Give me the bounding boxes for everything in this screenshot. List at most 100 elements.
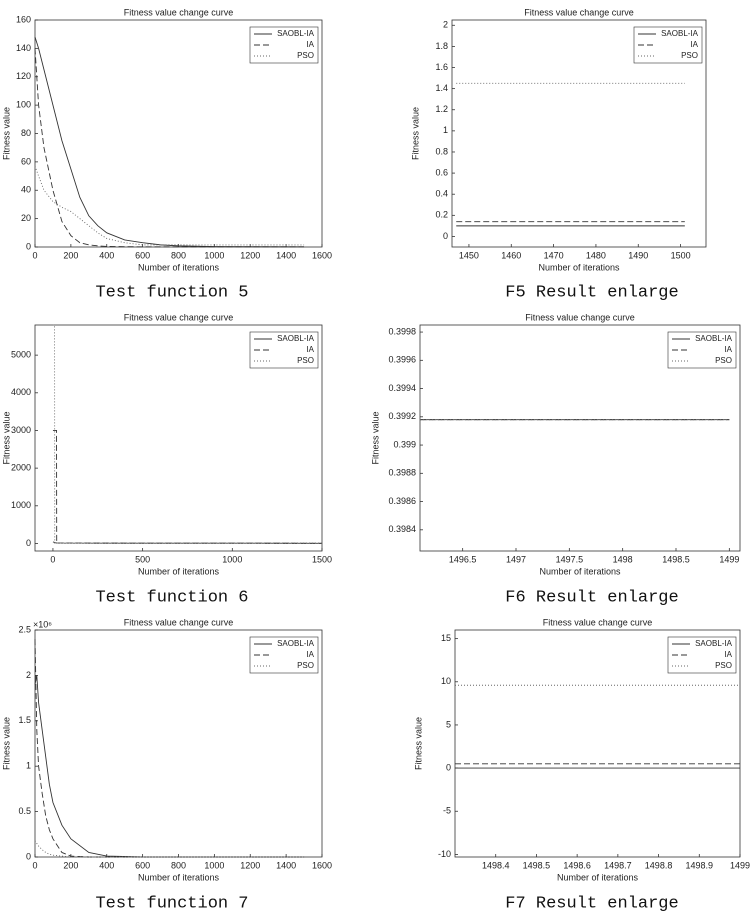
- y-tick-label: 0.8: [435, 146, 448, 156]
- x-tick-label: 1000: [204, 250, 224, 260]
- x-tick-label: 1498.6: [563, 860, 591, 870]
- y-tick-label: 5: [446, 719, 451, 729]
- x-tick-label: 1499: [719, 554, 739, 564]
- legend-box: [633, 26, 703, 64]
- x-tick-label: 1400: [276, 250, 296, 260]
- caption: F5 Result enlarge: [505, 283, 678, 302]
- series-line: [52, 430, 323, 544]
- x-tick-label: 1200: [240, 860, 260, 870]
- x-tick-label: 1000: [204, 860, 224, 870]
- caption: Test function 5: [95, 283, 248, 302]
- legend-label: IA: [306, 40, 314, 49]
- chart-panel: 1496.5 1497 1497.5 1498 1498.5 1499 0.3984 0.39…: [370, 312, 741, 607]
- y-tick-label: 0: [26, 241, 31, 251]
- legend-label: IA: [306, 345, 314, 354]
- x-axis-label: Number of iterations: [138, 262, 220, 272]
- x-tick-label: 1498.4: [482, 860, 510, 870]
- y-tick-label: 140: [16, 43, 31, 53]
- y-tick-label: 2: [26, 670, 31, 680]
- legend-label: IA: [690, 40, 698, 49]
- chart-title: Fitness value change curve: [525, 312, 635, 322]
- y-tick-label: 1.8: [435, 41, 448, 51]
- y-tick-label: 0.3986: [388, 496, 416, 506]
- legend-label: SAOBL-IA: [695, 334, 733, 343]
- x-tick-label: 1496.5: [449, 554, 477, 564]
- chart-title: Fitness value change curve: [524, 7, 634, 17]
- y-tick-label: 40: [21, 185, 31, 195]
- y-tick-label: 0.3994: [388, 383, 416, 393]
- y-tick-label: 0: [26, 538, 31, 548]
- x-tick-label: 500: [135, 554, 150, 564]
- y-tick-label: 120: [16, 71, 31, 81]
- y-tick-label: 1.5: [18, 715, 31, 725]
- x-tick-label: 1499: [730, 860, 750, 870]
- x-axis-label: Number of iterations: [539, 566, 621, 576]
- x-tick-label: 1600: [312, 250, 332, 260]
- y-tick-label: 0: [446, 762, 451, 772]
- x-tick-label: 1400: [276, 860, 296, 870]
- legend-label: PSO: [681, 51, 698, 60]
- y-tick-label: 2: [443, 20, 448, 30]
- x-tick-label: 0: [32, 250, 37, 260]
- y-tick-label: 0.6: [435, 167, 448, 177]
- y-tick-label: 1: [443, 125, 448, 135]
- chart-panel: 1498.4 1498.5 1498.6 1498.7 1498.8 1498.9 1499…: [413, 617, 750, 911]
- x-tick-label: 800: [171, 250, 186, 260]
- x-tick-label: 200: [63, 250, 78, 260]
- chart-title: Fitness value change curve: [124, 7, 234, 17]
- x-axis-label: Number of iterations: [138, 872, 220, 882]
- legend-box: [249, 636, 319, 674]
- x-axis-label: Number of iterations: [538, 262, 620, 272]
- y-tick-label: -5: [443, 806, 451, 816]
- caption: Test function 7: [95, 894, 248, 911]
- legend-label: SAOBL-IA: [277, 639, 315, 648]
- x-tick-label: 0: [32, 860, 37, 870]
- y-tick-label: 1: [26, 761, 31, 771]
- legend-label: SAOBL-IA: [277, 29, 315, 38]
- legend-label: SAOBL-IA: [277, 334, 315, 343]
- x-tick-label: 1600: [312, 860, 332, 870]
- y-tick-label: 1000: [11, 500, 31, 510]
- y-axis-label: Fitness value: [1, 411, 11, 464]
- y-tick-label: 0.3984: [388, 524, 416, 534]
- y-tick-label: 1.4: [435, 83, 448, 93]
- legend-box: [667, 331, 737, 369]
- y-tick-label: 20: [21, 213, 31, 223]
- legend-label: IA: [724, 345, 732, 354]
- legend-label: IA: [306, 650, 314, 659]
- y-tick-label: 0.3998: [388, 326, 416, 336]
- x-tick-label: 1498.7: [604, 860, 632, 870]
- legend-label: SAOBL-IA: [661, 29, 699, 38]
- caption: Test function 6: [95, 588, 248, 607]
- chart-panel: 1450 1460 1470 1480 1490 1500 0 0.2 0.4 0.6 0.8 1 1.…: [410, 7, 707, 302]
- x-tick-label: 1500: [671, 250, 691, 260]
- y-tick-label: 0.4: [435, 189, 448, 199]
- legend-label: PSO: [297, 356, 314, 365]
- series-line: [34, 36, 305, 248]
- x-tick-label: 1498: [613, 554, 633, 564]
- x-tick-label: 1460: [501, 250, 521, 260]
- y-tick-label: 160: [16, 14, 31, 24]
- series-line: [52, 541, 323, 544]
- y-tick-label: 0: [26, 851, 31, 861]
- x-axis-label: Number of iterations: [557, 872, 639, 882]
- y-tick-label: 80: [21, 128, 31, 138]
- legend-label: IA: [724, 650, 732, 659]
- y-tick-label: 0.3996: [388, 355, 416, 365]
- y-tick-label: 0.3992: [388, 411, 416, 421]
- caption: F6 Result enlarge: [505, 588, 678, 607]
- caption: F7 Result enlarge: [505, 894, 678, 911]
- legend-label: PSO: [715, 661, 732, 670]
- x-tick-label: 1470: [544, 250, 564, 260]
- x-tick-label: 1497.5: [556, 554, 584, 564]
- chart-panel: 0 500 1000 1500 0 1000 2000 3000 4000 5000 SAOBL-I…: [1, 312, 332, 607]
- x-tick-label: 1490: [628, 250, 648, 260]
- legend-box: [249, 331, 319, 369]
- x-tick-label: 1498.8: [645, 860, 673, 870]
- y-tick-label: 3000: [11, 425, 31, 435]
- y-tick-label: 0: [443, 231, 448, 241]
- y-tick-label: 10: [441, 676, 451, 686]
- x-tick-label: 1498.5: [662, 554, 690, 564]
- x-tick-label: 1450: [459, 250, 479, 260]
